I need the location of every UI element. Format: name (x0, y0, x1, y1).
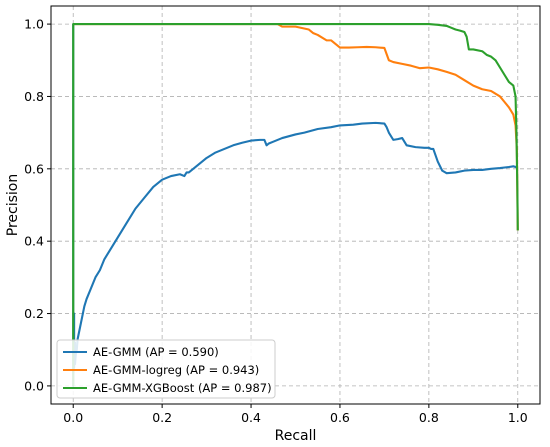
x-tick-label-2: 0.4 (241, 410, 261, 425)
x-tick-label-0: 0.0 (63, 410, 83, 425)
legend-box (56, 339, 276, 399)
legend-label-0: AE-GMM (AP = 0.590) (93, 345, 219, 359)
tick-marks (47, 23, 519, 408)
series-line-2 (72, 23, 519, 386)
y-tick-label-1: 0.2 (24, 306, 44, 321)
x-tick-label-5: 1.0 (508, 410, 528, 425)
y-tick-label-2: 0.4 (24, 234, 44, 249)
x-tick-label-4: 0.8 (419, 410, 439, 425)
y-tick-label-3: 0.6 (24, 161, 44, 176)
y-tick-label-0: 0.0 (24, 378, 44, 393)
plot-frame (50, 5, 541, 405)
series-line-1 (73, 23, 519, 231)
x-axis-label: Recall (275, 428, 317, 444)
legend-label-1: AE-GMM-logreg (AP = 0.943) (93, 363, 259, 377)
x-tick-label-3: 0.6 (330, 410, 350, 425)
legend-label-2: AE-GMM-XGBoost (AP = 0.987) (93, 381, 272, 395)
y-tick-label-4: 0.8 (24, 89, 44, 104)
x-tick-label-1: 0.2 (152, 410, 172, 425)
series-line-0 (72, 24, 519, 387)
y-axis-label: Precision (5, 174, 21, 236)
y-tick-label-5: 1.0 (24, 17, 44, 32)
series-layer (72, 23, 519, 387)
legend: AE-GMM (AP = 0.590) AE-GMM-logreg (AP = 0… (56, 339, 276, 399)
tick-labels: 0.0 0.2 0.4 0.6 0.8 1.0 0.0 0.2 0.4 0.6 0.8 1.0 (24, 17, 528, 425)
